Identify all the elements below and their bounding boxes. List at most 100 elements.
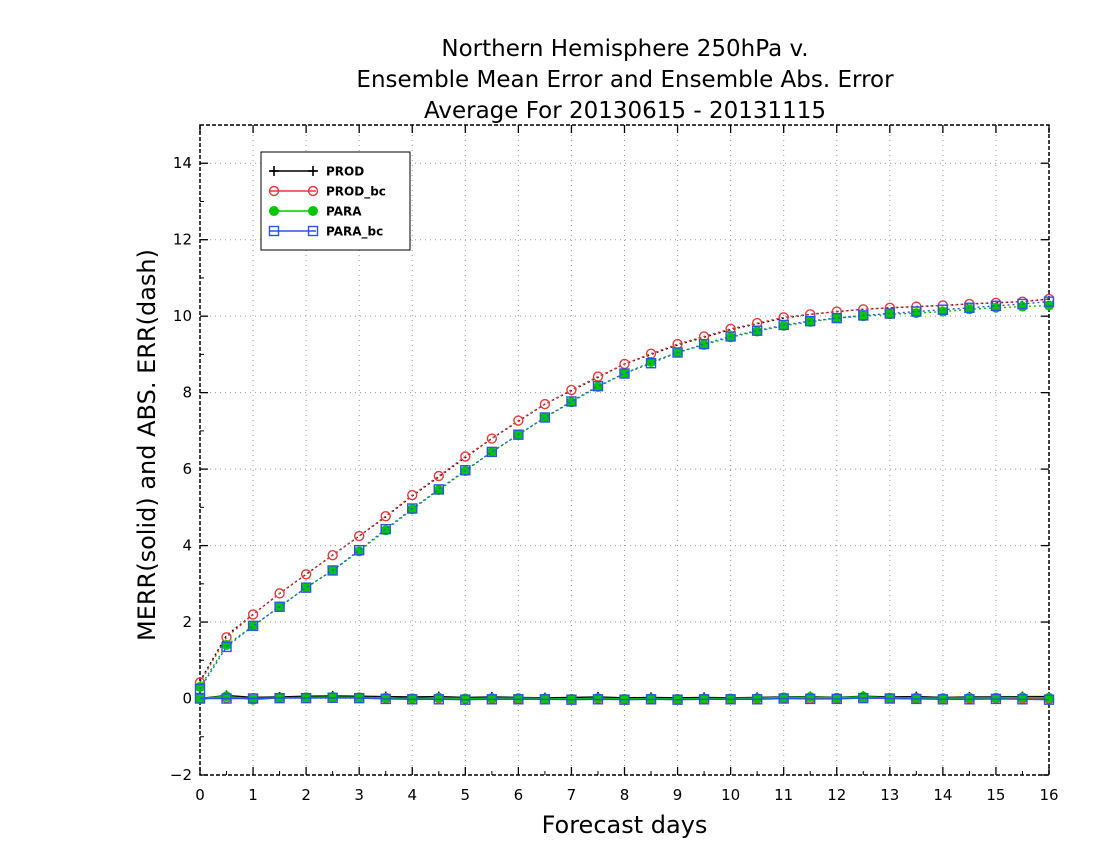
data-point-square [380, 523, 391, 535]
data-point-circle [486, 433, 498, 444]
data-point-square [380, 693, 391, 705]
data-point-square [672, 347, 683, 358]
data-point-square [407, 694, 418, 705]
data-point-circle [513, 415, 524, 426]
data-point-circle [433, 470, 444, 482]
x-tick-label: 10 [721, 786, 740, 804]
x-tick-label: 6 [514, 786, 524, 804]
legend: PROD PROD_bc PARA PARA_bc [260, 151, 411, 251]
data-point-circle [566, 384, 577, 396]
data-point-square [831, 693, 842, 705]
data-point-circle [380, 510, 391, 522]
x-tick-label: 4 [407, 786, 417, 804]
data-point-square [778, 319, 789, 331]
data-point-circle [307, 185, 319, 197]
data-point-circle [592, 371, 604, 382]
data-point-circle [645, 348, 657, 359]
series-layer [194, 293, 1055, 705]
legend-entry-prod: PROD [269, 165, 364, 179]
data-point-plus [308, 166, 318, 176]
data-point-square [486, 694, 498, 705]
data-point-square [725, 331, 736, 342]
data-point-square [751, 325, 763, 336]
data-point-dot [248, 620, 259, 631]
data-point-square [990, 300, 1002, 312]
data-point-square [433, 484, 444, 495]
data-point-square [460, 694, 471, 705]
data-point-square [778, 693, 789, 704]
data-point-square [1017, 694, 1028, 705]
data-point-square [937, 694, 949, 705]
x-tick-label: 11 [774, 786, 793, 804]
data-point-square [911, 693, 922, 705]
merr-line [200, 697, 1050, 701]
data-point-square [990, 693, 1002, 705]
data-point-square [698, 694, 710, 705]
data-point-square [831, 312, 842, 324]
data-point-square [274, 692, 285, 704]
data-point-square [300, 582, 312, 593]
data-point-square [964, 302, 975, 313]
y-axis-label: MERR(solid) and ABS. ERR(dash) [133, 249, 161, 641]
x-tick-label: 9 [673, 786, 683, 804]
data-point-dot [269, 206, 279, 216]
data-point-square [725, 694, 736, 705]
data-point-square [274, 601, 285, 612]
x-tick-label: 15 [986, 786, 1005, 804]
data-point-square [194, 693, 206, 704]
data-point-square [221, 641, 232, 653]
y-tick-label: 10 [173, 307, 192, 325]
data-point-square [592, 380, 604, 392]
data-point-square [884, 308, 896, 319]
x-tick-label: 1 [248, 786, 258, 804]
data-point-square [751, 694, 763, 705]
data-point-square [566, 694, 577, 705]
data-point-square [460, 465, 471, 476]
data-point-square [1017, 298, 1028, 310]
y-tick-label: 14 [173, 154, 192, 172]
y-tick-label: 12 [173, 231, 192, 249]
data-point-square [619, 694, 630, 705]
data-point-circle [268, 185, 280, 197]
data-point-circle [274, 588, 285, 599]
data-point-square [268, 225, 280, 237]
x-tick-label: 13 [880, 786, 899, 804]
y-tick-label: −2 [170, 766, 192, 784]
data-point-square [513, 429, 524, 440]
x-tick-label: 5 [461, 786, 471, 804]
y-tick-label: 0 [182, 690, 192, 708]
legend-label: PROD [326, 165, 364, 179]
legend-label: PARA [326, 205, 362, 219]
series-para [195, 300, 1054, 705]
data-point-square [353, 544, 365, 556]
x-tick-label: 0 [195, 786, 205, 804]
data-point-square [513, 694, 524, 705]
chart-title: Northern Hemisphere 250hPa v. Ensemble M… [0, 34, 1100, 127]
y-tick-label: 8 [182, 384, 192, 402]
data-point-square [911, 306, 922, 317]
data-point-dot [486, 446, 497, 457]
data-point-dot [308, 206, 318, 216]
data-point-square [645, 694, 657, 705]
data-point-circle [353, 530, 365, 542]
abs-err-line [199, 304, 1050, 688]
chart-title-line-2: Ensemble Mean Error and Ensemble Abs. Er… [356, 67, 894, 93]
x-tick-label: 8 [620, 786, 630, 804]
y-tick-label: 2 [182, 613, 192, 631]
data-point-dot [301, 582, 312, 593]
data-point-square [805, 693, 816, 705]
legend-label: PARA_bc [326, 225, 383, 240]
legend-label: PROD_bc [326, 185, 386, 200]
data-point-square [539, 694, 551, 705]
data-point-square [805, 315, 816, 327]
data-point-square [1043, 296, 1055, 307]
data-point-circle [327, 549, 338, 561]
data-point-square [858, 310, 869, 321]
y-tick-label: 6 [182, 460, 192, 478]
x-tick-label: 3 [354, 786, 364, 804]
data-point-square [619, 368, 630, 379]
legend-entry-prod-bc: PROD_bc [268, 185, 386, 200]
x-tick-label: 16 [1039, 786, 1058, 804]
